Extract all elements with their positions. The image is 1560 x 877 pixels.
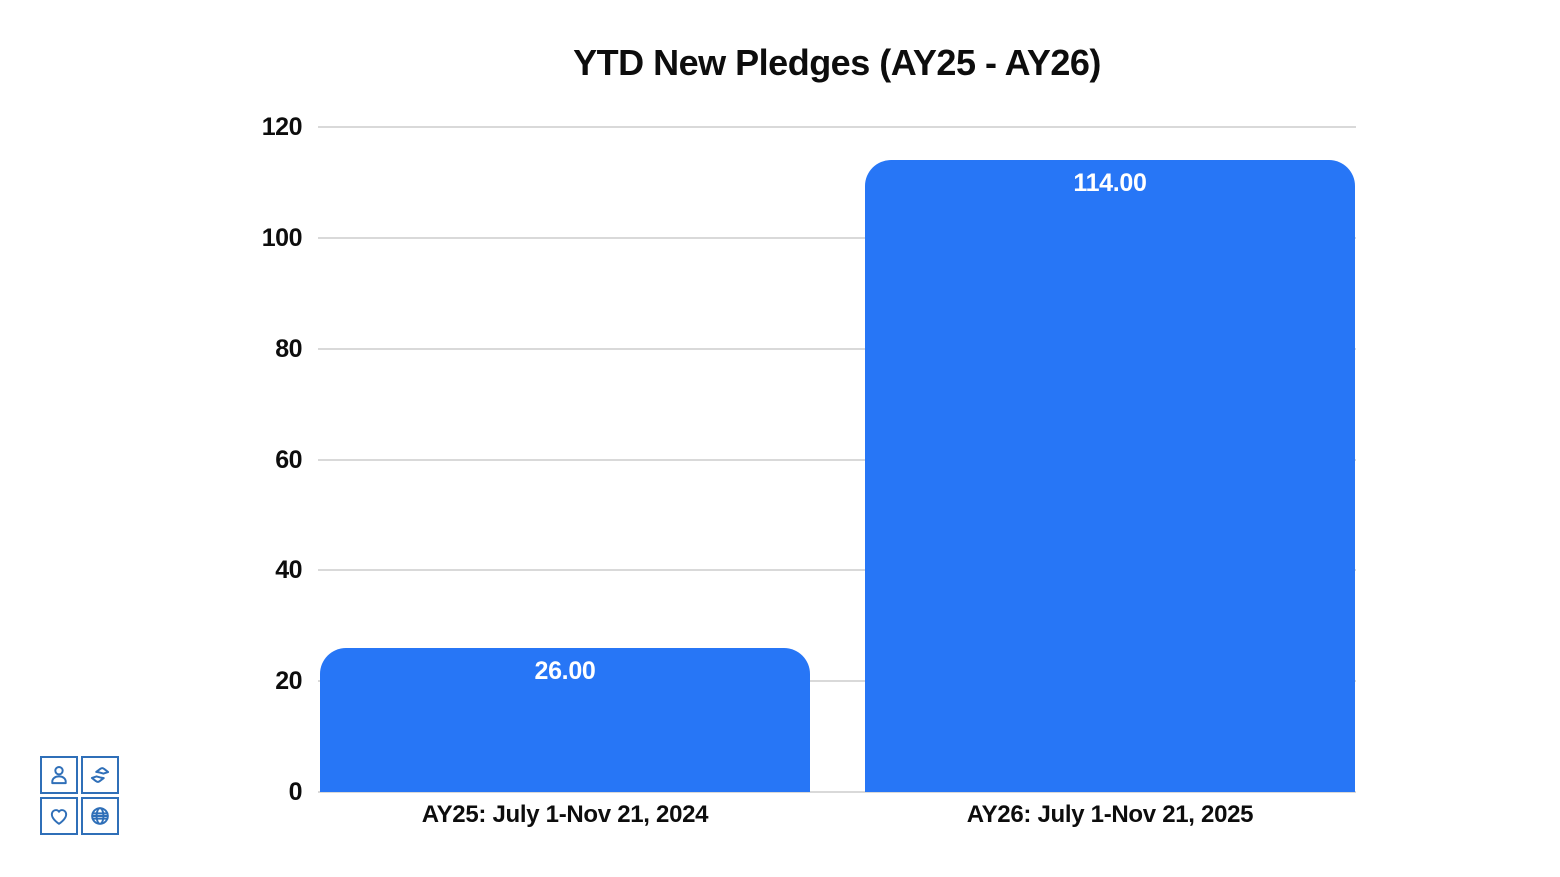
gridline — [318, 458, 1356, 461]
y-tick-label: 100 — [261, 223, 303, 252]
logo-cell — [81, 756, 119, 794]
y-tick-label: 120 — [261, 113, 303, 141]
y-axis: 0 20 40 60 80 100 120 — [202, 113, 303, 806]
gridline — [318, 347, 1356, 350]
heart-icon — [50, 809, 68, 825]
logo-cell — [40, 797, 78, 835]
logo-cell — [81, 797, 119, 835]
plot-area: 26.00 114.00 — [318, 126, 1356, 793]
gridline — [318, 791, 1356, 793]
category-label: AY25: July 1-Nov 21, 2024 — [421, 801, 709, 828]
y-tick-label: 60 — [275, 445, 302, 474]
giving-hands-icon — [90, 767, 110, 783]
y-tick-label: 0 — [288, 778, 303, 806]
logo-cell — [40, 756, 78, 794]
gridline — [318, 680, 1356, 683]
x-axis: AY25: July 1-Nov 21, 2024 AY26: July 1-No… — [318, 801, 1356, 835]
gridline — [318, 126, 1356, 128]
gridline — [318, 569, 1356, 572]
person-icon — [51, 766, 67, 785]
bar: 114.00 — [865, 160, 1355, 792]
bar-value-label: 26.00 — [534, 656, 596, 685]
bar-value-label: 114.00 — [1073, 169, 1147, 198]
y-tick-label: 40 — [275, 556, 302, 585]
gridline — [318, 236, 1356, 239]
chart-title: YTD New Pledges (AY25 - AY26) — [573, 42, 1101, 83]
globe-icon — [91, 807, 109, 825]
y-tick-label: 20 — [275, 667, 302, 696]
org-logo — [40, 756, 119, 835]
category-label: AY26: July 1-Nov 21, 2025 — [966, 801, 1254, 828]
bar: 26.00 — [320, 647, 810, 792]
y-tick-label: 80 — [275, 334, 302, 363]
